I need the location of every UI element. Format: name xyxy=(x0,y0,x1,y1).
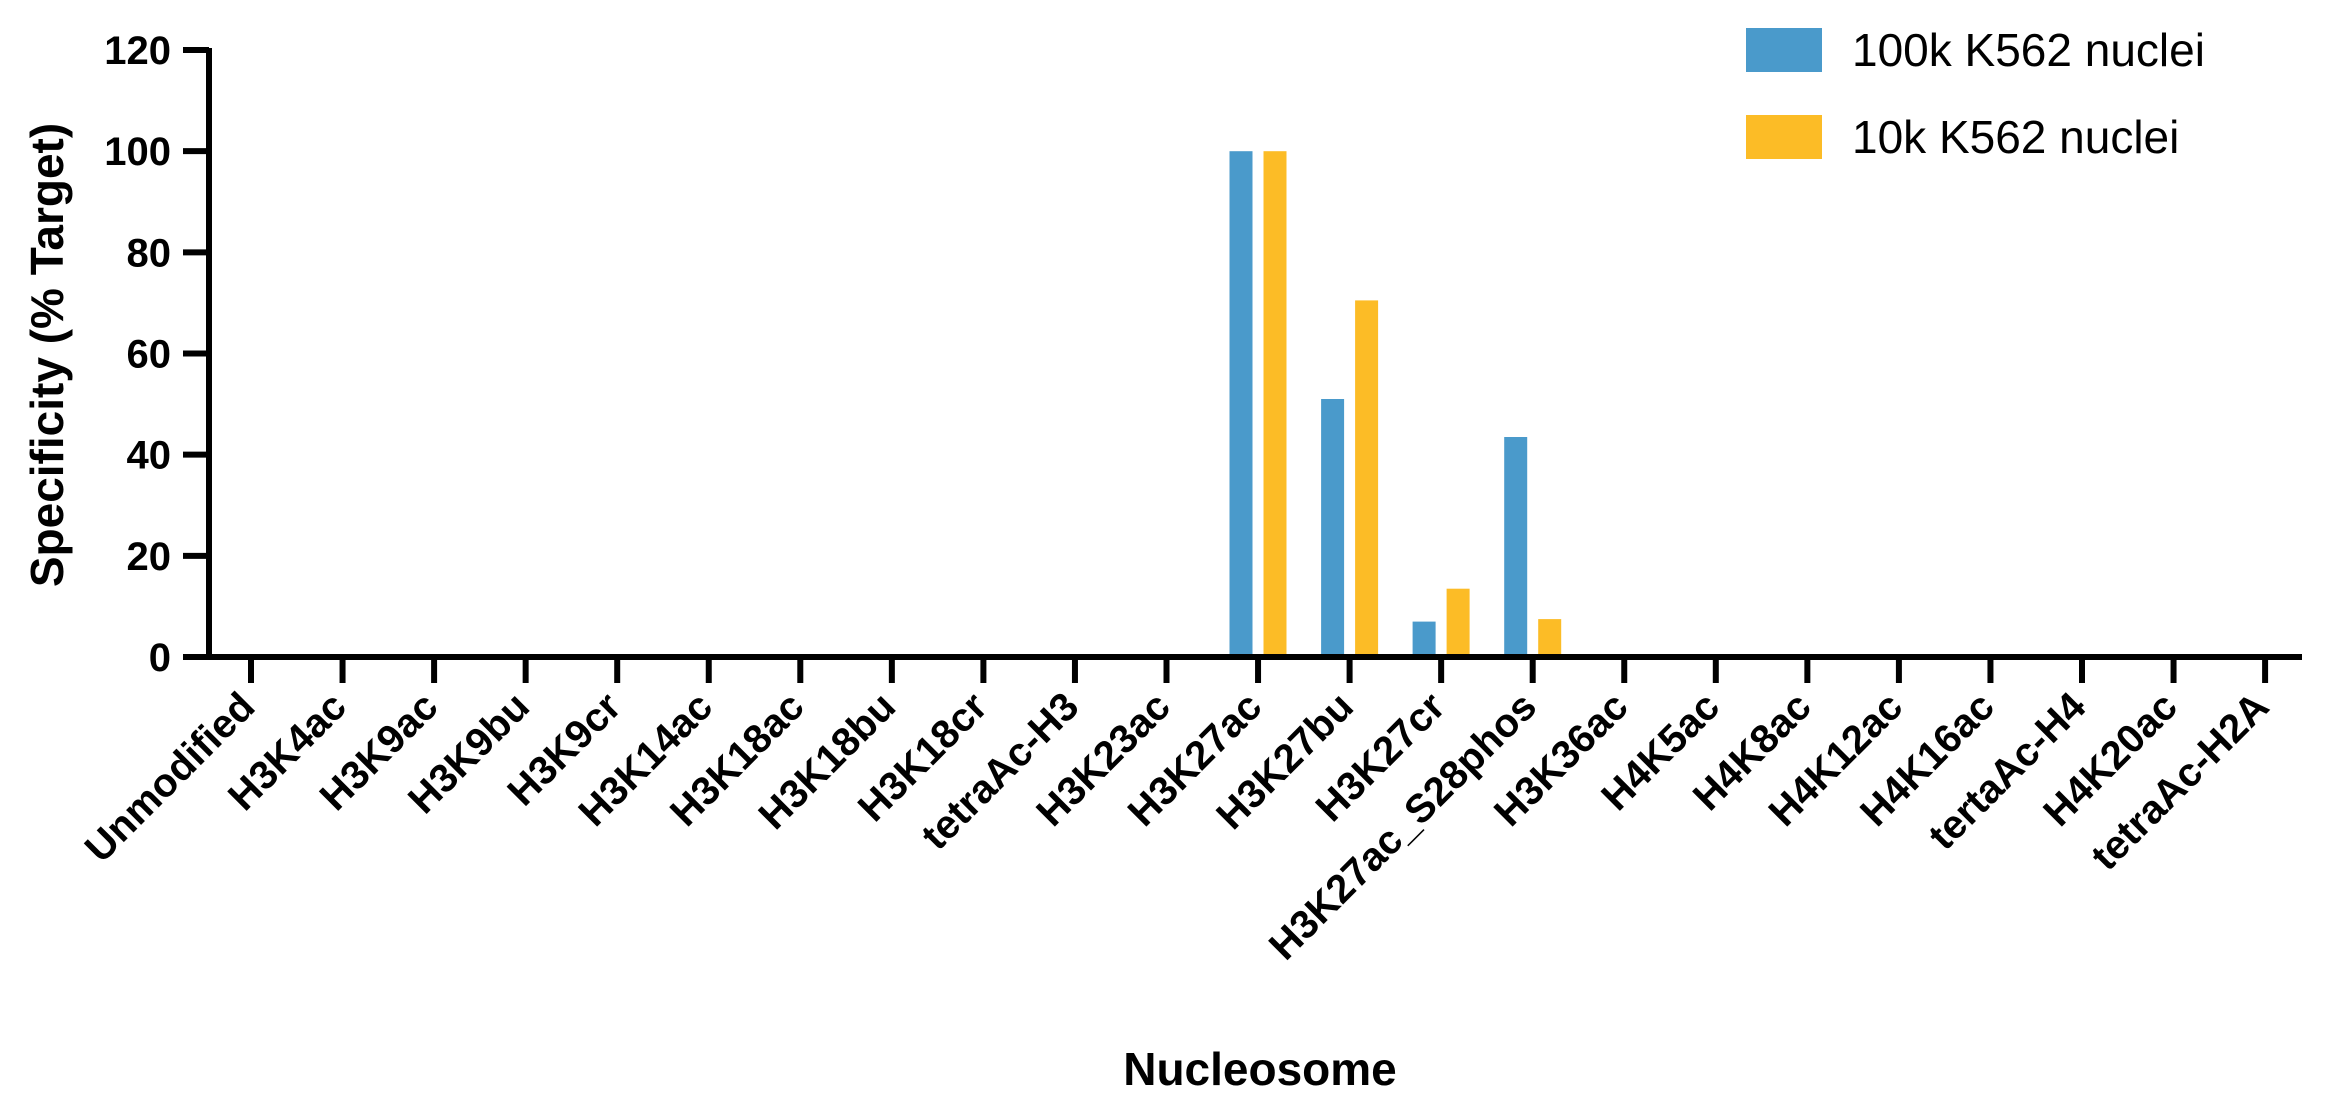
labels-layer: 020406080100120UnmodifiedH3K4acH3K9acH3K… xyxy=(21,29,2277,1095)
bar-series-1-H3K27ac[interactable] xyxy=(1229,151,1253,657)
legend-label-2: 10k K562 nuclei xyxy=(1852,111,2179,163)
y-tick-label: 0 xyxy=(149,636,171,680)
bar-series-2-H3K27ac[interactable] xyxy=(1263,151,1287,657)
legend-label-1: 100k K562 nuclei xyxy=(1852,24,2205,76)
y-tick-label: 120 xyxy=(104,29,171,73)
bar-series-2-H3K27cr[interactable] xyxy=(1446,588,1470,657)
x-axis-title: Nucleosome xyxy=(1123,1043,1397,1095)
y-tick-label: 40 xyxy=(127,434,172,478)
y-tick-label: 80 xyxy=(127,231,172,275)
legend-swatch-2[interactable] xyxy=(1746,115,1822,159)
bar-series-1-H3K27ac_S28phos[interactable] xyxy=(1504,437,1528,657)
y-tick-label: 20 xyxy=(127,535,172,579)
legend-swatch-1[interactable] xyxy=(1746,28,1822,72)
y-tick-label: 60 xyxy=(127,333,172,377)
y-axis-title: Specificity (% Target) xyxy=(21,123,73,587)
axes-layer xyxy=(183,47,2302,683)
legend: 100k K562 nuclei 10k K562 nuclei xyxy=(1746,24,2205,163)
bars-layer xyxy=(1229,151,2294,657)
bar-series-2-H3K27bu[interactable] xyxy=(1355,300,1379,657)
bar-series-1-H3K27cr[interactable] xyxy=(1412,621,1436,657)
bar-series-1-H3K27bu[interactable] xyxy=(1321,399,1345,657)
bar-series-2-H3K27ac_S28phos[interactable] xyxy=(1538,619,1562,657)
y-tick-label: 100 xyxy=(104,130,171,174)
